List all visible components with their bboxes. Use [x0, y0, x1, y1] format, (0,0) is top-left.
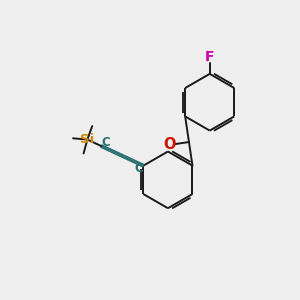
Text: O: O — [163, 137, 175, 152]
Text: C: C — [135, 163, 143, 176]
Text: C: C — [101, 136, 110, 149]
Text: Si: Si — [80, 133, 94, 146]
Text: F: F — [205, 50, 214, 64]
